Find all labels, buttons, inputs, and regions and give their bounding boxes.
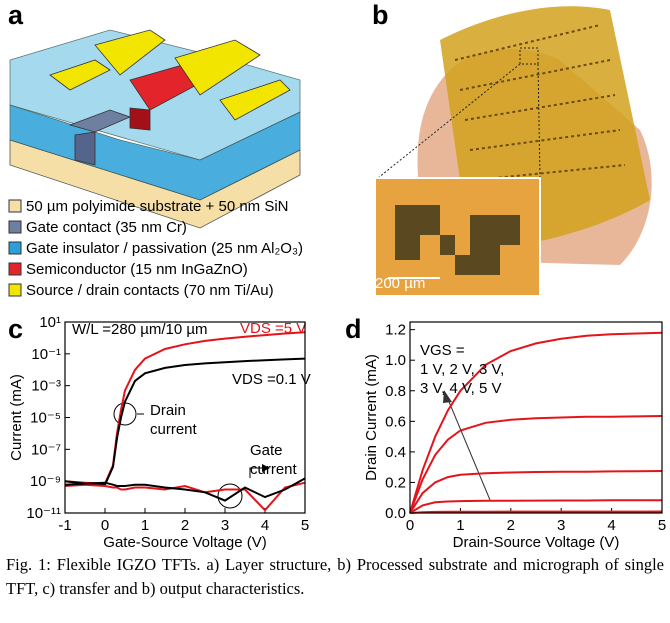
y-tick-label: 0.2	[385, 474, 406, 491]
legend-swatch	[9, 221, 21, 233]
x-tick-label: 4	[607, 517, 615, 534]
y-tick-label: 10⁻³	[31, 378, 61, 395]
x-tick-label: 2	[181, 517, 189, 534]
y-tick-label: 0.6	[385, 413, 406, 430]
annotation-circle	[114, 403, 136, 425]
y-tick-label: 10⁻⁷	[31, 441, 61, 458]
annotation: Drain	[150, 402, 186, 419]
caption: Fig. 1: Flexible IGZO TFTs. a) Layer str…	[6, 553, 664, 619]
legend-swatch	[9, 263, 21, 275]
photo	[375, 6, 652, 296]
annotation: current	[250, 461, 298, 478]
x-tick-label: -1	[58, 517, 71, 534]
y-tick-label: 0.4	[385, 444, 406, 461]
legend-swatch	[9, 242, 21, 254]
y-tick-label: 10⁻⁵	[30, 410, 61, 427]
annotation: Gate	[250, 442, 283, 459]
legend-label: Gate insulator / passivation (25 nm Al₂O…	[26, 240, 303, 257]
y-tick-label: 10¹	[39, 314, 61, 331]
x-tick-label: 3	[557, 517, 565, 534]
x-tick-label: 0	[406, 517, 414, 534]
panel-label: a	[8, 0, 24, 30]
x-tick-label: 2	[507, 517, 515, 534]
series-label: VDS =0.1 V	[232, 371, 311, 388]
legend-swatch	[9, 200, 21, 212]
y-tick-label: 0.0	[385, 505, 406, 522]
panel-label: b	[372, 0, 389, 30]
series-line	[410, 416, 662, 513]
panel-label: c	[8, 314, 23, 344]
panel-label: d	[345, 314, 362, 344]
y-tick-label: 1.0	[385, 352, 406, 369]
y-axis-label: Drain Current (mA)	[363, 354, 380, 481]
annotation: 3 V, 4 V, 5 V	[420, 380, 501, 397]
y-axis-label: Current (mA)	[8, 374, 25, 461]
y-tick-label: 10⁻⁹	[30, 473, 61, 490]
y-tick-label: 0.8	[385, 383, 406, 400]
legend-label: Semiconductor (15 nm InGaZnO)	[26, 261, 248, 278]
page: 200 µm a b c d 50 µm polyimide substrate + 5…	[0, 0, 670, 623]
x-tick-label: 1	[141, 517, 149, 534]
x-tick-label: 4	[261, 517, 269, 534]
x-axis-label: Gate-Source Voltage (V)	[103, 534, 266, 551]
legend-label: 50 µm polyimide substrate + 50 nm SiN	[26, 198, 289, 215]
series-line	[410, 333, 662, 513]
annotation: VGS =	[420, 342, 465, 359]
y-tick-label: 10⁻¹	[31, 346, 61, 363]
legend-label: Source / drain contacts (70 nm Ti/Au)	[26, 282, 274, 299]
annotation-arrow	[447, 397, 490, 500]
scale-bar-label: 200 µm	[375, 275, 425, 292]
series-line	[410, 471, 662, 513]
annotation: W/L =280 µm/10 µm	[72, 321, 208, 338]
x-axis-label: Drain-Source Voltage (V)	[453, 534, 620, 551]
annotation-circle	[218, 484, 242, 508]
x-tick-label: 5	[658, 517, 666, 534]
series-line	[65, 478, 305, 500]
annotation: current	[150, 421, 198, 438]
y-tick-label: 1.2	[385, 322, 406, 339]
annotation: 1 V, 2 V, 3 V,	[420, 361, 504, 378]
figure: 200 µm a b c d 50 µm polyimide substrate + 5…	[0, 0, 670, 553]
y-tick-label: 10⁻¹¹	[26, 505, 61, 522]
legend-label: Gate contact (35 nm Cr)	[26, 219, 187, 236]
x-tick-label: 1	[456, 517, 464, 534]
x-tick-label: 5	[301, 517, 309, 534]
x-tick-label: 0	[101, 517, 109, 534]
legend-swatch	[9, 284, 21, 296]
x-tick-label: 3	[221, 517, 229, 534]
